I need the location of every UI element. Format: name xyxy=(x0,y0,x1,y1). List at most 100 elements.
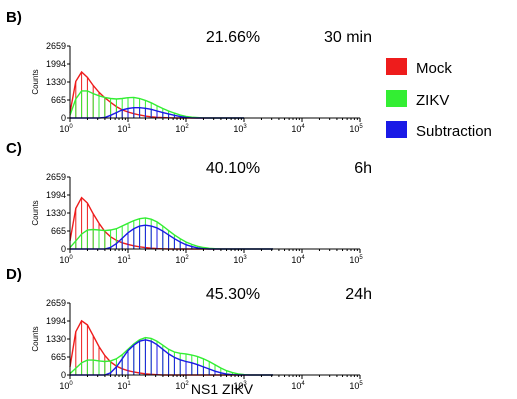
x-tick-base: 10 xyxy=(349,255,359,265)
x-tick-base: 10 xyxy=(291,124,301,134)
panel-label: D) xyxy=(6,266,22,283)
x-tick-exponent: 0 xyxy=(69,255,73,261)
y-tick-label: 0 xyxy=(61,113,66,123)
y-tick-label: 2659 xyxy=(46,41,66,51)
y-axis-title: Counts xyxy=(31,69,40,94)
x-tick-exponent: 2 xyxy=(185,381,189,387)
y-tick-label: 1330 xyxy=(46,208,66,218)
x-tick-label: 102 xyxy=(175,381,189,391)
percentage-label: 45.30% xyxy=(206,286,260,303)
y-tick-label: 2659 xyxy=(46,172,66,182)
x-tick-label: 105 xyxy=(349,124,363,134)
x-axis-title: NS1 ZIKV xyxy=(191,381,254,397)
x-tick-exponent: 5 xyxy=(359,381,363,387)
x-tick-label: 102 xyxy=(175,255,189,265)
x-tick-exponent: 1 xyxy=(127,381,131,387)
x-tick-label: 104 xyxy=(291,124,305,134)
legend-swatch-mock xyxy=(386,58,407,75)
x-tick-exponent: 1 xyxy=(127,124,131,130)
x-tick-base: 10 xyxy=(175,381,185,391)
x-tick-exponent: 2 xyxy=(185,124,189,130)
x-tick-label: 105 xyxy=(349,255,363,265)
legend-swatch-zikv xyxy=(386,90,407,107)
x-tick-exponent: 0 xyxy=(69,381,73,387)
legend-label-zikv: ZIKV xyxy=(416,92,449,109)
y-tick-label: 1330 xyxy=(46,77,66,87)
y-tick-label: 665 xyxy=(51,352,66,362)
x-tick-exponent: 1 xyxy=(127,255,131,261)
x-tick-base: 10 xyxy=(291,381,301,391)
series-zikv xyxy=(69,217,273,250)
x-tick-exponent: 3 xyxy=(243,124,247,130)
x-tick-base: 10 xyxy=(117,381,127,391)
x-tick-label: 101 xyxy=(117,124,131,134)
y-tick-label: 1994 xyxy=(46,59,66,69)
series-mock xyxy=(69,196,273,250)
legend: Mock ZIKV Subtraction xyxy=(386,58,492,140)
x-tick-exponent: 0 xyxy=(69,124,73,130)
x-tick-label: 105 xyxy=(349,381,363,391)
percentage-label: 40.10% xyxy=(206,160,260,177)
x-tick-exponent: 4 xyxy=(301,255,305,261)
series-outline xyxy=(70,339,273,376)
y-tick-label: 1994 xyxy=(46,316,66,326)
y-tick-label: 665 xyxy=(51,95,66,105)
y-axis-title: Counts xyxy=(31,326,40,351)
x-tick-label: 100 xyxy=(59,381,73,391)
x-tick-label: 100 xyxy=(59,124,73,134)
x-tick-base: 10 xyxy=(117,255,127,265)
series-outline xyxy=(69,196,273,250)
series-outline xyxy=(69,217,273,250)
x-tick-base: 10 xyxy=(291,255,301,265)
series-subtraction xyxy=(70,224,273,250)
y-tick-label: 1330 xyxy=(46,334,66,344)
x-tick-base: 10 xyxy=(59,124,69,134)
x-tick-exponent: 3 xyxy=(243,381,247,387)
y-axis-title: Counts xyxy=(31,200,40,225)
legend-label-subtraction: Subtraction xyxy=(416,123,492,140)
panel-label: C) xyxy=(6,140,22,157)
x-tick-label: 103 xyxy=(233,124,247,134)
x-tick-exponent: 2 xyxy=(185,255,189,261)
time-label: 30 min xyxy=(324,29,372,46)
x-tick-base: 10 xyxy=(233,381,243,391)
legend-label-mock: Mock xyxy=(416,60,452,77)
x-tick-label: 101 xyxy=(117,255,131,265)
x-tick-base: 10 xyxy=(175,255,185,265)
x-tick-base: 10 xyxy=(233,124,243,134)
x-tick-exponent: 5 xyxy=(359,255,363,261)
x-tick-label: 103 xyxy=(233,255,247,265)
x-tick-exponent: 5 xyxy=(359,124,363,130)
x-tick-label: 103 xyxy=(233,381,247,391)
y-tick-label: 0 xyxy=(61,370,66,380)
x-tick-label: 100 xyxy=(59,255,73,265)
y-tick-label: 1994 xyxy=(46,190,66,200)
y-tick-label: 2659 xyxy=(46,298,66,308)
x-tick-base: 10 xyxy=(59,381,69,391)
x-tick-base: 10 xyxy=(59,255,69,265)
x-tick-exponent: 4 xyxy=(301,124,305,130)
x-tick-base: 10 xyxy=(233,255,243,265)
x-tick-exponent: 3 xyxy=(243,255,247,261)
y-tick-label: 0 xyxy=(61,244,66,254)
panel-label: B) xyxy=(6,9,22,26)
x-tick-label: 101 xyxy=(117,381,131,391)
series-subtraction xyxy=(70,339,273,376)
time-label: 6h xyxy=(354,160,372,177)
x-tick-label: 104 xyxy=(291,381,305,391)
x-tick-base: 10 xyxy=(117,124,127,134)
series-outline xyxy=(69,319,273,376)
x-tick-label: 104 xyxy=(291,255,305,265)
x-tick-exponent: 4 xyxy=(301,381,305,387)
series-mock xyxy=(69,319,273,376)
series-outline xyxy=(70,224,273,250)
percentage-label: 21.66% xyxy=(206,29,260,46)
x-tick-base: 10 xyxy=(349,124,359,134)
legend-swatch-subtraction xyxy=(386,121,407,138)
x-tick-base: 10 xyxy=(175,124,185,134)
y-tick-label: 665 xyxy=(51,226,66,236)
